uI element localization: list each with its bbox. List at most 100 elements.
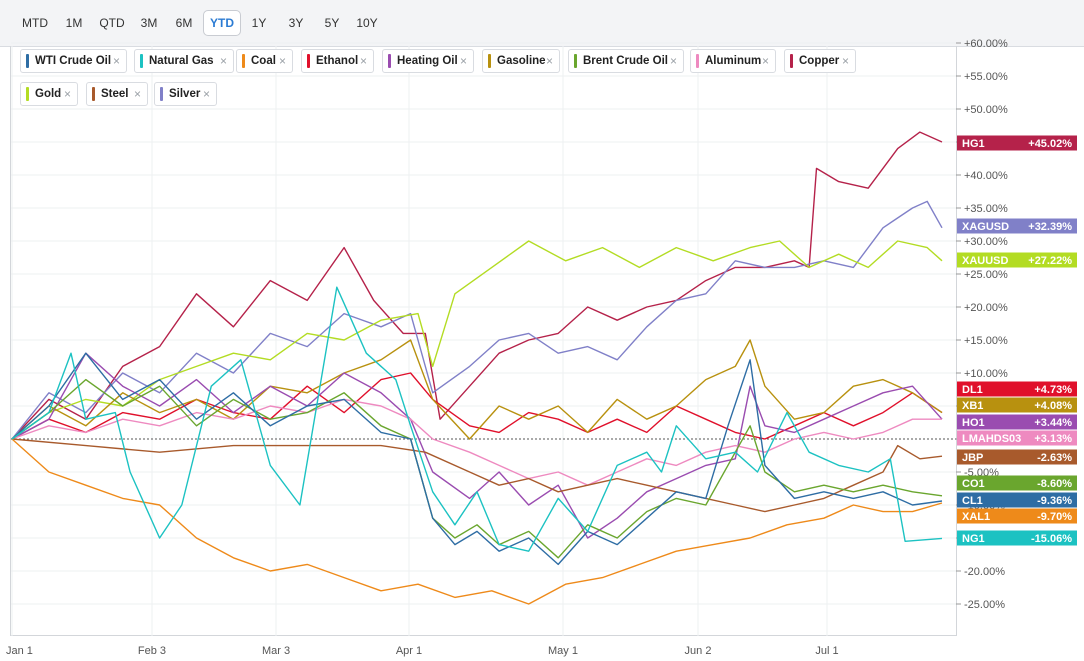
- legend-label: Copper: [799, 55, 840, 67]
- legend-label: Aluminum: [705, 55, 762, 67]
- legend-chip-gold[interactable]: Gold ×: [20, 82, 78, 106]
- legend-label: Brent Crude Oil: [583, 55, 668, 67]
- y-tick-label: -25.00%: [964, 599, 1005, 611]
- close-icon[interactable]: ×: [133, 87, 141, 101]
- legend-swatch: [140, 54, 143, 68]
- end-label-bg: [957, 381, 1077, 397]
- end-label-ticker: CO1: [962, 478, 985, 490]
- end-label-ticker: HO1: [962, 417, 985, 429]
- close-icon[interactable]: ×: [841, 54, 849, 68]
- end-label-jbp: JBP -2.63%: [957, 449, 1077, 465]
- series-line-gasoline: [11, 339, 943, 440]
- end-label-bg: [957, 530, 1077, 546]
- period-button-1m[interactable]: 1M: [65, 16, 83, 30]
- end-label-value: -9.70%: [1037, 511, 1072, 523]
- end-label-bg: [957, 135, 1077, 151]
- legend-swatch: [160, 87, 163, 101]
- end-label-xagusd: XAGUSD +32.39%: [957, 218, 1077, 234]
- end-label-value: +3.13%: [1034, 433, 1072, 445]
- end-label-bg: [957, 414, 1077, 430]
- series-line-gold: [11, 240, 943, 440]
- period-toolbar: MTD 1M QTD 3M 6M YTD 1Y 3Y 5Y 10Y: [0, 0, 1084, 47]
- x-tick-label: May 1: [548, 645, 578, 657]
- close-icon[interactable]: ×: [761, 54, 769, 68]
- end-label-ticker: HG1: [962, 138, 985, 150]
- x-tick-label: Jun 2: [685, 645, 712, 657]
- period-button-ytd[interactable]: YTD: [203, 10, 241, 36]
- legend-chip-heating-oil[interactable]: Heating Oil ×: [382, 49, 474, 73]
- series-line-steel: [11, 438, 943, 513]
- legend-swatch: [92, 87, 95, 101]
- end-label-ticker: XAUUSD: [962, 255, 1009, 267]
- end-label-xb1: XB1 +4.08%: [957, 397, 1077, 413]
- end-label-value: +3.44%: [1034, 417, 1072, 429]
- end-label-ticker: DL1: [962, 384, 983, 396]
- end-label-value: -9.36%: [1037, 495, 1072, 507]
- legend-chip-wti-crude-oil[interactable]: WTI Crude Oil ×: [20, 49, 127, 73]
- y-tick-label: +35.00%: [964, 203, 1008, 215]
- close-icon[interactable]: ×: [278, 54, 286, 68]
- close-icon[interactable]: ×: [545, 54, 553, 68]
- close-icon[interactable]: ×: [669, 54, 677, 68]
- legend-swatch: [488, 54, 491, 68]
- period-button-qtd[interactable]: QTD: [99, 16, 125, 30]
- end-label-value: +4.08%: [1034, 400, 1072, 412]
- legend-chip-ethanol[interactable]: Ethanol ×: [301, 49, 374, 73]
- end-label-xal1: XAL1 -9.70%: [957, 508, 1077, 524]
- close-icon[interactable]: ×: [219, 54, 227, 68]
- legend-chip-steel[interactable]: Steel ×: [86, 82, 148, 106]
- series-line-aluminum: [11, 398, 942, 486]
- end-label-bg: [957, 449, 1077, 465]
- end-label-value: -2.63%: [1037, 452, 1072, 464]
- legend-swatch: [242, 54, 245, 68]
- y-tick-label: +10.00%: [964, 368, 1008, 380]
- period-button-5y[interactable]: 5Y: [324, 16, 340, 30]
- end-label-dl1: DL1 +4.73%: [957, 381, 1077, 397]
- end-label-hg1: HG1 +45.02%: [957, 135, 1077, 151]
- period-button-3m[interactable]: 3M: [140, 16, 158, 30]
- series-line-coal: [11, 438, 943, 605]
- period-button-10y[interactable]: 10Y: [356, 16, 378, 30]
- legend-swatch: [388, 54, 391, 68]
- end-label-ticker: XAL1: [962, 511, 990, 523]
- y-tick-label: -20.00%: [964, 566, 1005, 578]
- y-tick-label: +25.00%: [964, 269, 1008, 281]
- period-button-mtd[interactable]: MTD: [22, 16, 48, 30]
- end-label-bg: [957, 252, 1077, 268]
- x-tick-label: Jan 1: [6, 645, 33, 657]
- end-label-value: +45.02%: [1028, 138, 1072, 150]
- legend-label: Gasoline: [497, 55, 546, 67]
- end-label-value: -8.60%: [1037, 478, 1072, 490]
- legend-chip-copper[interactable]: Copper ×: [784, 49, 856, 73]
- legend-label: WTI Crude Oil: [35, 55, 112, 67]
- legend-label: Gold: [35, 88, 62, 100]
- end-label-bg: [957, 430, 1077, 446]
- legend-chip-silver[interactable]: Silver ×: [154, 82, 217, 106]
- legend-chip-gasoline[interactable]: Gasoline ×: [482, 49, 560, 73]
- period-button-6m[interactable]: 6M: [175, 16, 193, 30]
- end-label-lmahds03: LMAHDS03 +3.13%: [957, 430, 1077, 446]
- end-label-cl1: CL1 -9.36%: [957, 492, 1077, 508]
- close-icon[interactable]: ×: [112, 54, 120, 68]
- series-line-heating-oil: [11, 352, 943, 539]
- end-label-bg: [957, 508, 1077, 524]
- close-icon[interactable]: ×: [202, 87, 210, 101]
- period-button-3y[interactable]: 3Y: [288, 16, 304, 30]
- end-label-value: +4.73%: [1034, 384, 1072, 396]
- legend-chip-natural-gas[interactable]: Natural Gas ×: [134, 49, 234, 73]
- end-label-ticker: CL1: [962, 495, 983, 507]
- legend-label: Steel: [101, 88, 129, 100]
- legend-label: Coal: [251, 55, 276, 67]
- close-icon[interactable]: ×: [63, 87, 71, 101]
- close-icon[interactable]: ×: [459, 54, 467, 68]
- period-button-1y[interactable]: 1Y: [251, 16, 267, 30]
- legend-swatch: [26, 87, 29, 101]
- legend-chip-brent-crude-oil[interactable]: Brent Crude Oil ×: [568, 49, 684, 73]
- legend-chip-coal[interactable]: Coal ×: [236, 49, 293, 73]
- y-tick-label: +40.00%: [964, 170, 1008, 182]
- x-tick-label: Jul 1: [815, 645, 838, 657]
- legend-chip-aluminum[interactable]: Aluminum ×: [690, 49, 776, 73]
- legend-label: Silver: [169, 88, 201, 100]
- close-icon[interactable]: ×: [359, 54, 367, 68]
